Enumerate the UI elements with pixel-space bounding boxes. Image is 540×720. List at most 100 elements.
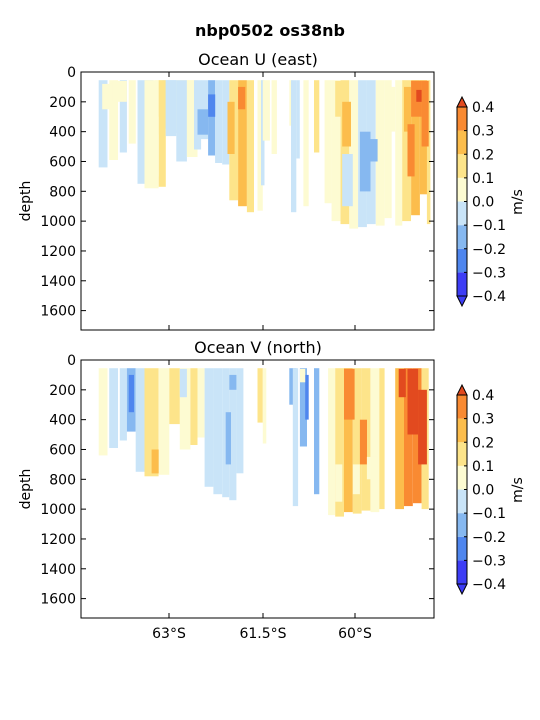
contour-column bbox=[340, 80, 350, 225]
colorbar-tick-label: −0.4 bbox=[472, 289, 506, 305]
contour-column bbox=[236, 368, 244, 474]
contour-patch bbox=[407, 368, 419, 435]
colorbar-tick-label: 0.1 bbox=[472, 171, 494, 187]
contour-patch bbox=[128, 374, 134, 413]
contour-column bbox=[324, 80, 332, 204]
contour-patch bbox=[342, 154, 353, 207]
contour-column bbox=[98, 368, 108, 456]
contour-column bbox=[119, 80, 127, 153]
x-tick-label: 63°S bbox=[152, 626, 186, 642]
colorbar-segment bbox=[457, 272, 467, 296]
panel-u-colorbar-label: m/s bbox=[510, 189, 526, 215]
contour-patch bbox=[416, 89, 424, 102]
contour-column bbox=[402, 80, 411, 222]
contour-patch bbox=[398, 368, 406, 398]
colorbar-tick-label: −0.1 bbox=[472, 218, 506, 234]
colorbar-segment bbox=[457, 154, 467, 178]
y-tick-label: 800 bbox=[49, 184, 76, 200]
y-tick-label: 600 bbox=[49, 154, 76, 170]
contour-column bbox=[158, 368, 170, 475]
plot-frame bbox=[80, 359, 435, 619]
contour-patch bbox=[407, 124, 415, 177]
panel-u-plot bbox=[80, 71, 435, 331]
panel-u-yticks: 0 200 400 600 800 1000 1200 1400 1600 bbox=[40, 65, 434, 320]
contour-column bbox=[169, 368, 180, 425]
y-tick-label: 200 bbox=[49, 95, 76, 111]
colorbar-segment bbox=[457, 442, 467, 466]
contour-column bbox=[375, 80, 385, 226]
contour-patch bbox=[299, 368, 306, 383]
y-tick-label: 1200 bbox=[40, 532, 76, 548]
colorbar-tick-label: −0.4 bbox=[472, 577, 506, 593]
colorbar-segment bbox=[457, 489, 467, 514]
x-tick-label: 60°S bbox=[338, 626, 372, 642]
contour-column bbox=[229, 368, 237, 501]
contour-column bbox=[261, 80, 265, 186]
contour-column bbox=[238, 80, 247, 207]
contour-column bbox=[135, 368, 145, 472]
contour-column bbox=[213, 368, 223, 495]
colorbar-segment bbox=[457, 513, 467, 537]
contour-column bbox=[412, 368, 422, 504]
contour-patch bbox=[335, 464, 343, 502]
y-tick-label: 800 bbox=[49, 472, 76, 488]
contour-column bbox=[158, 80, 166, 187]
colorbar-tick-label: 0.0 bbox=[472, 195, 494, 211]
contour-patch bbox=[225, 412, 231, 465]
panel-u-ylabel: depth bbox=[18, 181, 34, 222]
contour-column bbox=[271, 80, 277, 154]
colorbar-tick-label: 0.3 bbox=[472, 124, 494, 140]
colorbar-segment bbox=[457, 560, 467, 584]
contour-patch bbox=[179, 368, 187, 398]
contour-patch bbox=[208, 94, 216, 117]
panel-v-colorbar: 0.4 0.3 0.2 0.1 0.0 −0.1 −0.2 −0.3 −0.4 bbox=[456, 383, 506, 596]
colorbar-segment bbox=[457, 418, 467, 443]
contour-patch bbox=[359, 419, 367, 465]
colorbar-tick-label: 0.2 bbox=[472, 435, 494, 451]
colorbar-segment bbox=[457, 248, 467, 273]
contour-column bbox=[204, 368, 214, 487]
panel-u-xticks bbox=[168, 72, 356, 330]
contour-patch bbox=[238, 86, 246, 110]
contour-patch bbox=[229, 374, 237, 390]
colorbar-tick-label: 0.4 bbox=[472, 100, 494, 116]
contour-patch bbox=[366, 456, 378, 480]
contour-patch bbox=[421, 80, 429, 147]
colorbar-segment bbox=[457, 395, 467, 419]
colorbar-tick-label: 0.0 bbox=[472, 483, 494, 499]
colorbar-segment bbox=[457, 536, 467, 561]
panel-v-plot bbox=[80, 359, 435, 619]
panel-v-colorbar-label: m/s bbox=[510, 477, 526, 503]
contour-patch bbox=[335, 80, 346, 117]
contour-patch bbox=[404, 86, 412, 132]
contour-column bbox=[165, 80, 177, 137]
y-tick-label: 1600 bbox=[40, 304, 76, 320]
contour-column bbox=[379, 368, 385, 510]
contour-column bbox=[262, 80, 270, 141]
contour-column bbox=[331, 80, 341, 222]
contour-column bbox=[109, 368, 118, 448]
contour-column bbox=[404, 368, 413, 507]
contour-column bbox=[109, 80, 118, 160]
colorbar-segment bbox=[457, 201, 467, 226]
contour-column bbox=[426, 80, 431, 225]
colorbar-extend-high bbox=[456, 383, 468, 396]
figure-suptitle: nbp0502 os38nb bbox=[195, 21, 345, 40]
contour-patch bbox=[370, 139, 378, 162]
colorbar-tick-label: 0.1 bbox=[472, 459, 494, 475]
colorbar-tick-label: −0.2 bbox=[472, 242, 506, 258]
panel-v-ylabel: depth bbox=[18, 469, 34, 510]
contour-patch bbox=[151, 116, 159, 177]
contour-patch bbox=[197, 109, 209, 135]
contour-column bbox=[335, 368, 344, 517]
colorbar-tick-label: −0.3 bbox=[472, 553, 506, 569]
panel-v-title: Ocean V (north) bbox=[194, 338, 322, 357]
panel-v-yticks: 0 200 400 600 800 1000 1200 1400 1600 bbox=[40, 353, 434, 608]
y-tick-label: 200 bbox=[49, 383, 76, 399]
panel-u-title: Ocean U (east) bbox=[198, 50, 318, 69]
colorbar-segment bbox=[457, 177, 467, 202]
contour-column bbox=[257, 80, 263, 211]
contour-column bbox=[349, 80, 359, 229]
contour-column bbox=[186, 80, 194, 157]
y-tick-label: 1000 bbox=[40, 502, 76, 518]
